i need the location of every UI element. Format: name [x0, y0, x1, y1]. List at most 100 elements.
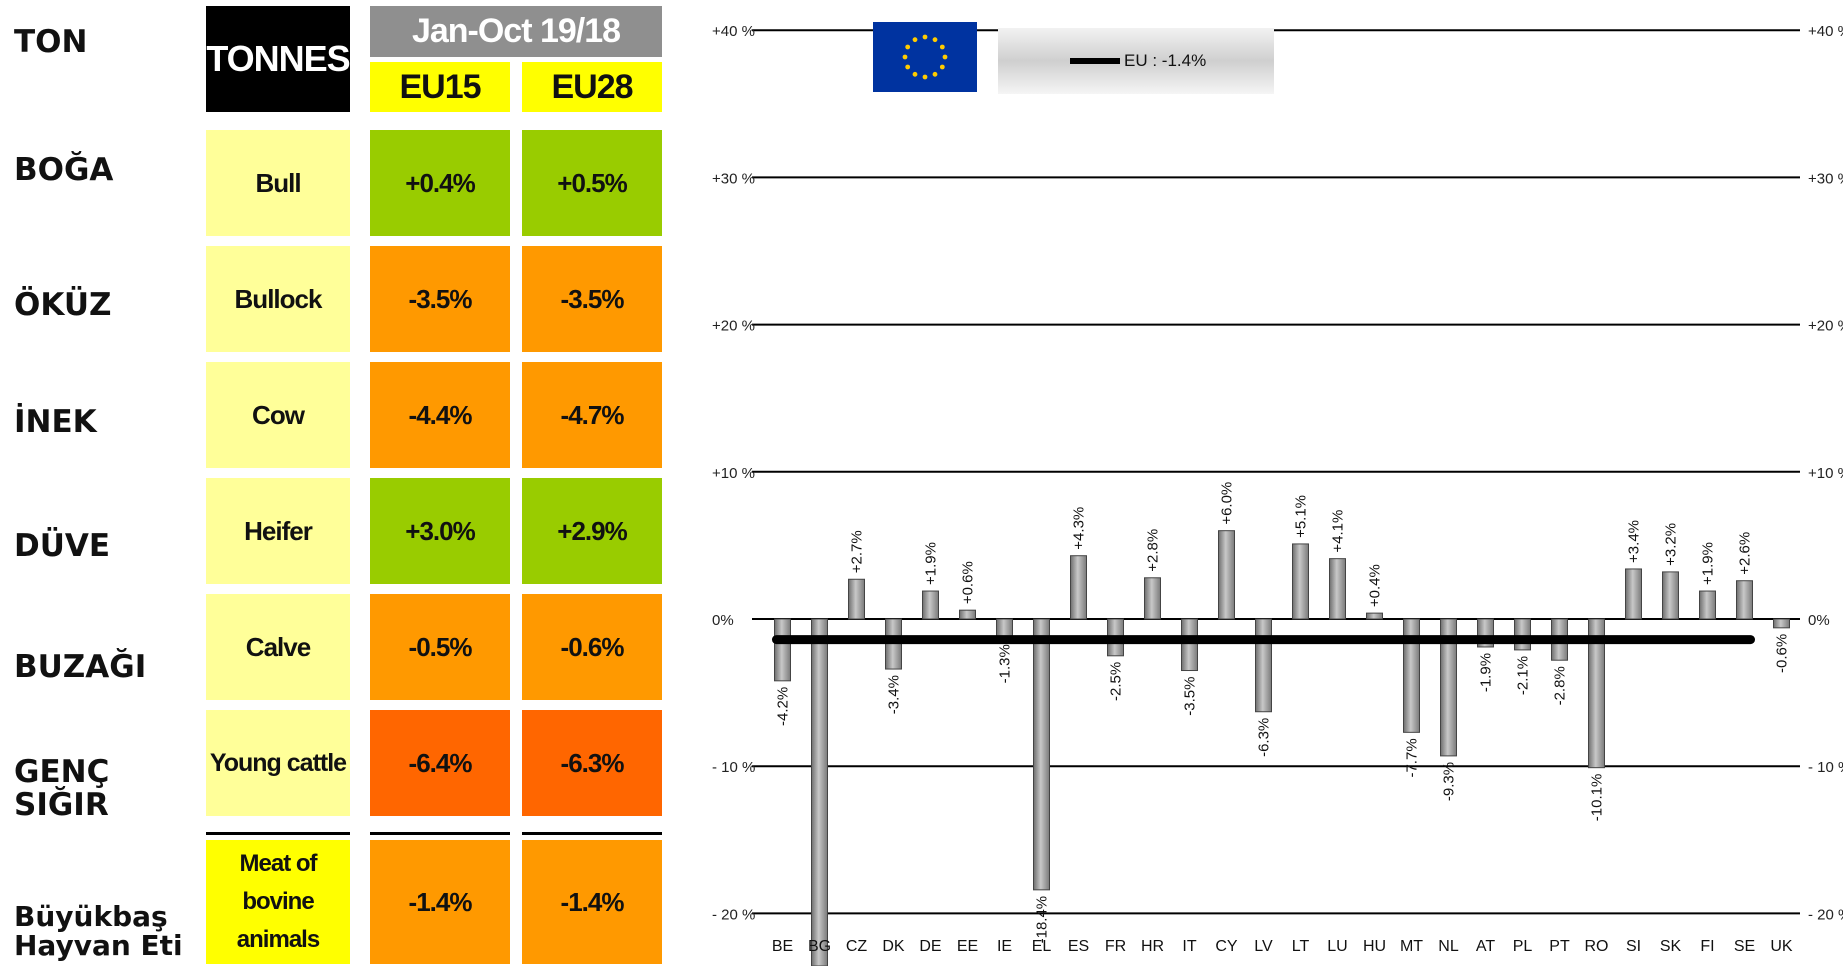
label-ton: TON — [14, 24, 88, 60]
bar-mt — [1403, 618, 1420, 733]
bar-label-dk: -3.4% — [886, 675, 903, 714]
bar-label-be: -4.2% — [775, 687, 792, 726]
bar-el — [1033, 618, 1050, 891]
xtick-dk: DK — [882, 938, 905, 955]
bar-hr — [1144, 577, 1161, 620]
bar-label-pl: -2.1% — [1515, 656, 1532, 695]
flag-star — [922, 34, 928, 40]
xtick-pt: PT — [1549, 938, 1570, 955]
bull-eu28-value: +0.5% — [522, 130, 662, 236]
ytick-left-3: +10 % — [712, 465, 755, 482]
xtick-si: SI — [1626, 938, 1641, 955]
young-cattle-eu15-value: -6.4% — [370, 710, 510, 816]
bar-label-lv: -6.3% — [1256, 718, 1273, 757]
ytick-left-2: +20 % — [712, 318, 755, 335]
ytick-right-5: - 10 % — [1808, 759, 1843, 776]
bar-ro — [1588, 618, 1605, 769]
ytick-left-5: - 10 % — [712, 759, 755, 776]
bars — [774, 530, 1790, 966]
bar-bg — [811, 618, 828, 966]
flag-star — [905, 44, 911, 50]
ytick-right-2: +20 % — [1808, 318, 1843, 335]
cow-eu28-value: -4.7% — [522, 362, 662, 468]
bar-label-ie: -1.3% — [997, 644, 1014, 683]
bar-hu — [1366, 612, 1383, 620]
flag-star — [939, 64, 945, 70]
category-calve: Calve — [206, 594, 350, 700]
ytick-left-0: +40 % — [712, 23, 755, 40]
bar-cy — [1218, 530, 1235, 620]
bar-label-ro: -10.1% — [1589, 774, 1606, 822]
bar-label-cy: +6.0% — [1219, 482, 1236, 525]
bar-fi — [1699, 590, 1716, 620]
flag-star — [942, 54, 948, 60]
xtick-ie: IE — [997, 938, 1012, 955]
ytick-right-0: +40 % — [1808, 23, 1843, 40]
flag-star — [939, 44, 945, 50]
flag-star — [905, 64, 911, 70]
label-meat-line2: Hayvan Eti — [14, 929, 183, 963]
xtick-el: EL — [1032, 938, 1052, 955]
ytick-left-1: +30 % — [712, 170, 755, 187]
bar-label-ee: +0.6% — [960, 561, 977, 604]
xtick-it: IT — [1182, 938, 1196, 955]
meat-line-1: Meat of — [239, 850, 318, 877]
bar-sk — [1662, 571, 1679, 620]
bar-es — [1070, 555, 1087, 620]
ytick-right-6: - 20 % — [1808, 906, 1843, 923]
eu28-header: EU28 — [522, 62, 662, 112]
unit-header: TONNES — [206, 6, 351, 112]
xtick-mt: MT — [1400, 938, 1423, 955]
xtick-lt: LT — [1292, 938, 1310, 955]
cow-eu15-value: -4.4% — [370, 362, 510, 468]
flag-star — [902, 54, 908, 60]
label-genc-line1: GENÇ — [14, 754, 110, 790]
ytick-left-6: - 20 % — [712, 906, 755, 923]
xtick-hu: HU — [1363, 938, 1386, 955]
bar-nl — [1440, 618, 1457, 757]
label-okuz: ÖKÜZ — [14, 287, 112, 323]
xtick-lv: LV — [1254, 938, 1273, 955]
bull-eu15-value: +0.4% — [370, 130, 510, 236]
bar-label-se: +2.6% — [1737, 532, 1754, 575]
label-duve: DÜVE — [14, 528, 111, 564]
label-meat-line1: Büyükbaş — [14, 900, 168, 933]
bar-label-lt: +5.1% — [1293, 495, 1310, 538]
bar-label-mt: -7.7% — [1404, 738, 1421, 777]
bar-label-el: -18.4% — [1034, 896, 1051, 944]
bar-label-cz: +2.7% — [849, 530, 866, 573]
bar-de — [922, 590, 939, 620]
category-meat-bovine: Meat of bovine animals — [206, 840, 350, 964]
xtick-fr: FR — [1105, 938, 1126, 955]
bar-label-fi: +1.9% — [1700, 542, 1717, 585]
bar-si — [1625, 568, 1642, 620]
meat-line-2: bovine — [242, 888, 314, 915]
meat-line-3: animals — [236, 926, 320, 953]
ytick-right-1: +30 % — [1808, 170, 1843, 187]
bar-label-pt: -2.8% — [1552, 666, 1569, 705]
flag-star — [912, 71, 918, 77]
xtick-pl: PL — [1513, 938, 1533, 955]
label-genc-line2: SIĞIR — [14, 786, 109, 823]
bar-lv — [1255, 618, 1272, 713]
bullock-eu15-value: -3.5% — [370, 246, 510, 352]
legend-box — [998, 28, 1274, 94]
bar-label-si: +3.4% — [1626, 520, 1643, 563]
category-bullock: Bullock — [206, 246, 350, 352]
category-bull: Bull — [206, 130, 350, 236]
table-separator-3 — [522, 832, 662, 835]
label-inek: İNEK — [14, 404, 97, 440]
flag-star — [932, 71, 938, 77]
ytick-right-4: 0% — [1808, 612, 1830, 629]
bar-lt — [1292, 543, 1309, 620]
bar-label-es: +4.3% — [1071, 507, 1088, 550]
xtick-de: DE — [919, 938, 941, 955]
bar-lu — [1329, 558, 1346, 620]
xtick-be: BE — [772, 938, 793, 955]
bar-label-uk: -0.6% — [1774, 634, 1791, 673]
bar-label-sk: +3.2% — [1663, 523, 1680, 566]
xtick-uk: UK — [1770, 938, 1793, 955]
label-meat: Büyükbaş Hayvan Eti — [14, 902, 183, 961]
label-boga: BOĞA — [14, 152, 114, 188]
